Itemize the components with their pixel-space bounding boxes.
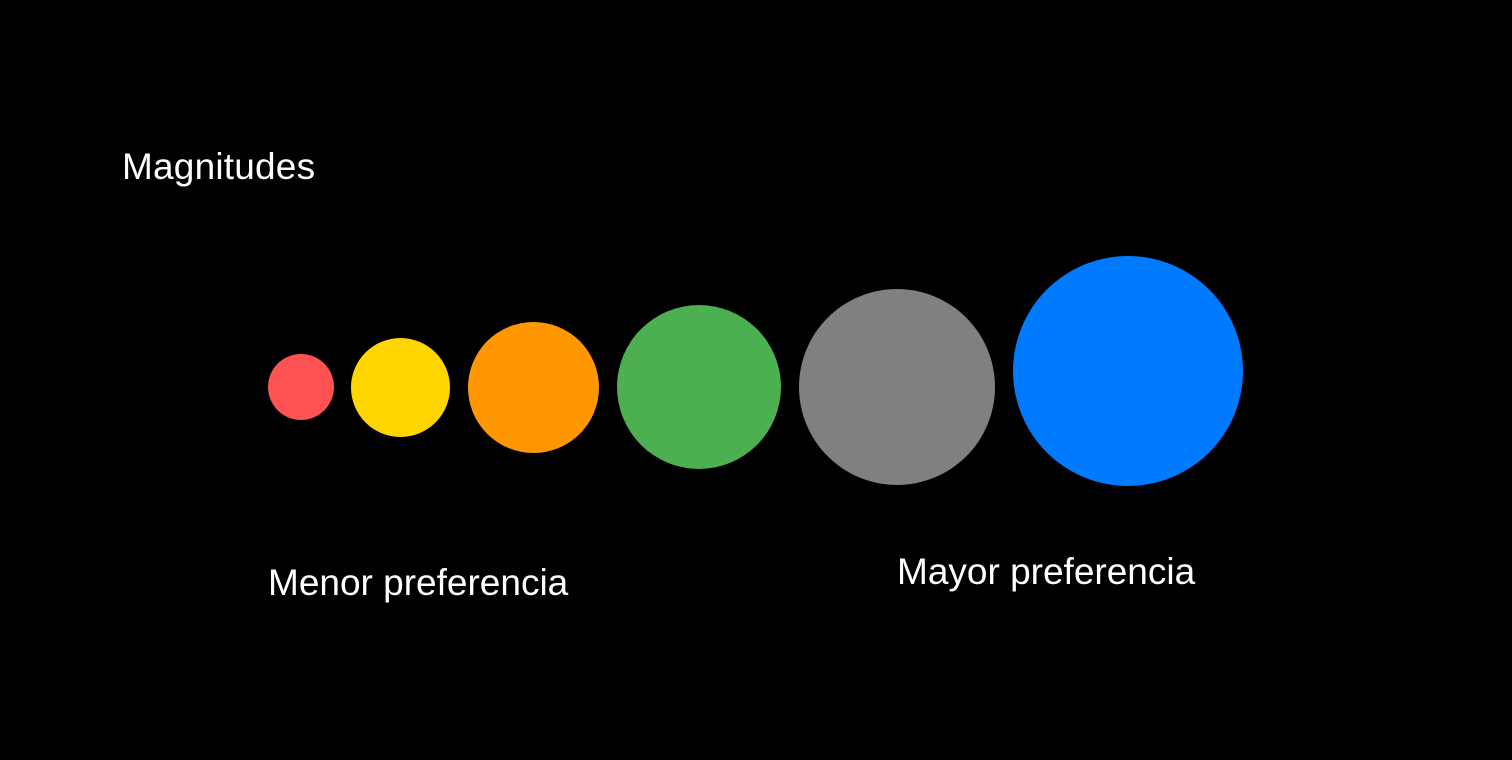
magnitude-circle-5	[799, 289, 995, 485]
magnitude-circle-6	[1013, 256, 1243, 486]
label-higher-preference: Mayor preferencia	[897, 551, 1196, 592]
magnitude-circle-4	[617, 305, 781, 469]
magnitude-circle-2	[351, 338, 450, 437]
magnitude-circle-3	[468, 322, 599, 453]
diagram-title: Magnitudes	[122, 146, 316, 187]
label-lower-preference: Menor preferencia	[268, 562, 569, 603]
magnitude-circle-1	[268, 354, 334, 420]
